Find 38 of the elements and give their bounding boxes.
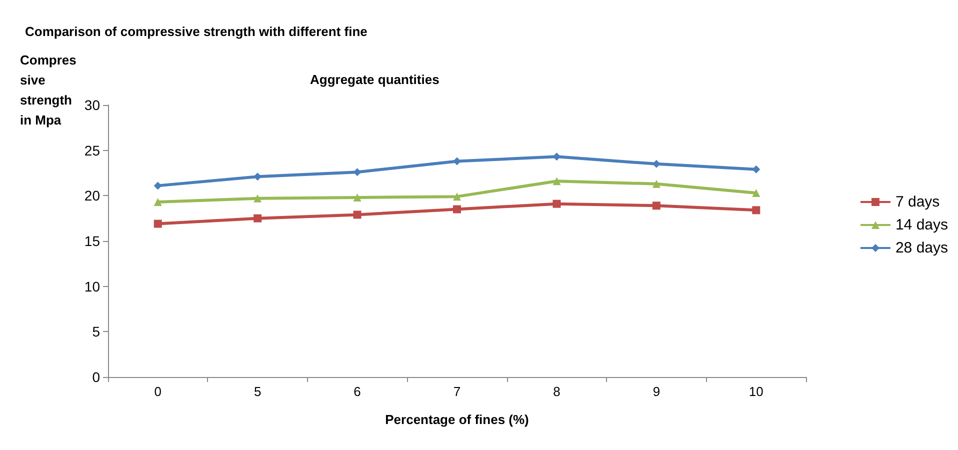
point xyxy=(353,193,362,202)
point xyxy=(752,206,760,214)
x-tick-label: 5 xyxy=(254,384,262,399)
point xyxy=(752,165,760,174)
legend-label: 14 days xyxy=(895,216,948,234)
legend-label: 7 days xyxy=(895,194,940,210)
x-tick-label: 7 xyxy=(453,384,461,399)
point xyxy=(453,157,461,166)
point xyxy=(154,182,162,190)
point xyxy=(752,188,760,197)
x-tick-label: 0 xyxy=(154,384,162,399)
point xyxy=(552,177,561,186)
point xyxy=(453,192,461,201)
x-tick-label: 8 xyxy=(553,384,560,399)
point xyxy=(652,180,660,188)
point xyxy=(254,194,262,202)
y-tick-label: 5 xyxy=(92,324,100,340)
chart-title: Comparison of compressive strength with different fine xyxy=(25,24,368,39)
y-tick-label: 0 xyxy=(92,369,100,385)
point xyxy=(353,210,362,219)
y-axis-title: Compressive strength in Mpa xyxy=(20,52,76,128)
point xyxy=(154,198,162,206)
point xyxy=(254,214,262,222)
x-axis-title: Percentage of fines (%) xyxy=(385,412,529,427)
x-tick-label: 6 xyxy=(354,384,361,399)
point xyxy=(453,205,461,214)
y-tick-label: 25 xyxy=(84,142,100,158)
y-tick-label: 10 xyxy=(84,278,100,294)
chart-subtitle: Aggregate quantities xyxy=(310,72,440,87)
point xyxy=(154,220,162,228)
point xyxy=(652,202,660,210)
x-tick-label: 9 xyxy=(652,384,660,399)
x-tick-label: 10 xyxy=(748,384,764,399)
y-tick-label: 30 xyxy=(84,97,100,113)
y-tick-label: 20 xyxy=(84,188,100,204)
legend-label: 28 days xyxy=(895,240,948,256)
y-tick-label: 15 xyxy=(84,233,100,249)
point xyxy=(552,200,561,208)
